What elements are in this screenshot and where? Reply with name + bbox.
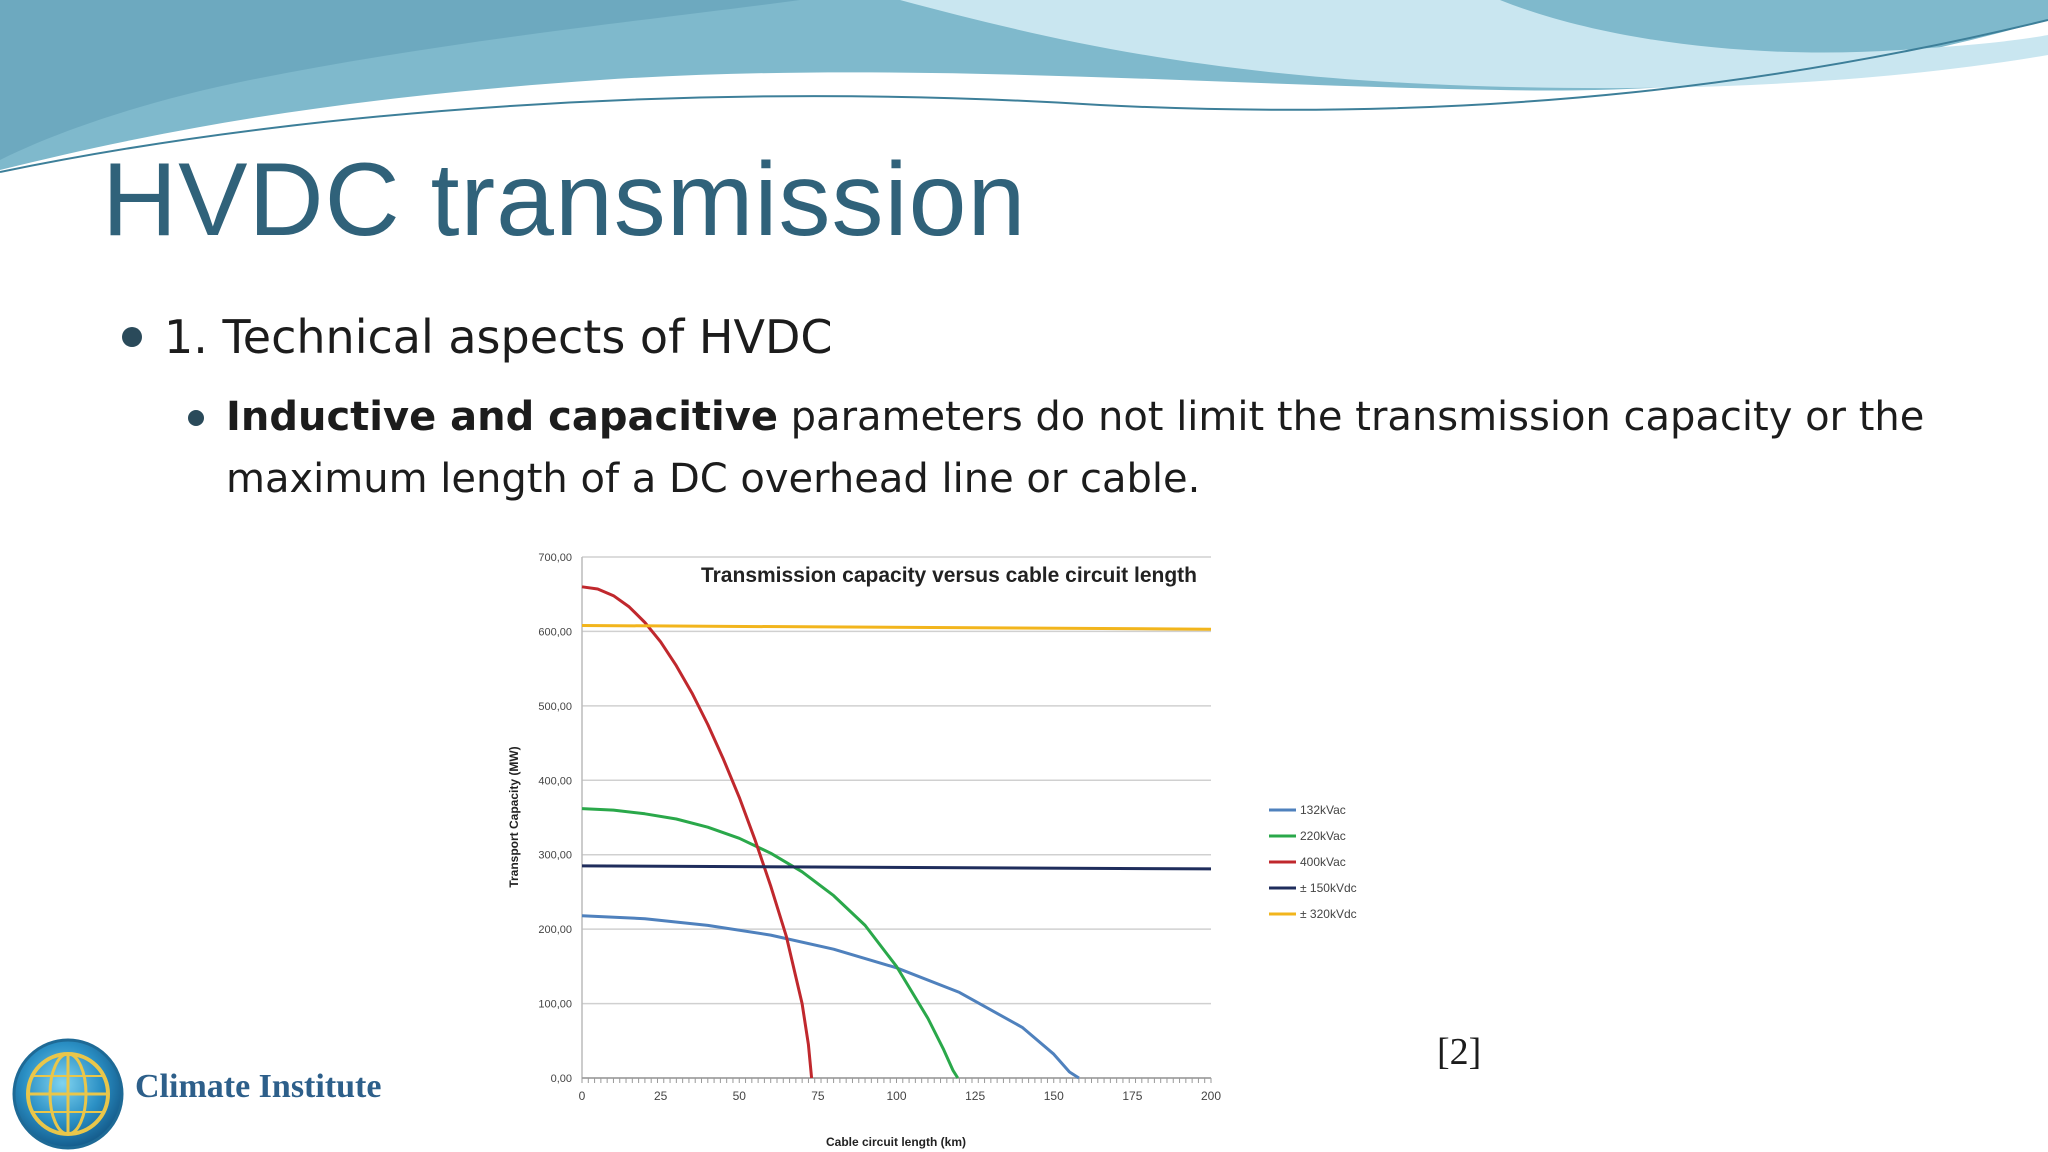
x-tick-label: 50: [733, 1089, 747, 1103]
header-wave-line: [0, 19, 2048, 173]
bullet-text: Inductive and capacitive parameters do n…: [226, 386, 1966, 510]
y-tick-label: 300,00: [538, 850, 572, 862]
citation-reference: [2]: [1437, 1031, 1482, 1073]
bullet-rest-text: parameters do not limit the transmission…: [226, 394, 1925, 502]
x-tick-label: 150: [1044, 1089, 1064, 1103]
climate-institute-logo: [12, 1038, 124, 1150]
y-tick-label: 700,00: [538, 552, 572, 564]
slide-title: HVDC transmission: [102, 142, 1027, 258]
x-tick-label: 75: [811, 1089, 825, 1103]
y-tick-label: 100,00: [538, 999, 572, 1011]
bullet-text: 1. Technical aspects of HVDC: [164, 310, 833, 364]
bullet-dot-icon: [122, 327, 142, 347]
legend-label: ± 320kVdc: [1300, 907, 1357, 921]
header-wave-decoration: [0, 0, 2048, 173]
x-tick-label: 200: [1201, 1089, 1221, 1103]
series-line: [581, 585, 814, 1079]
legend-label: ± 150kVdc: [1300, 881, 1357, 895]
legend-label: 400kVac: [1300, 855, 1346, 869]
legend-label: 220kVac: [1300, 829, 1346, 843]
header-wave-light: [0, 0, 800, 160]
y-tick-label: 0,00: [551, 1073, 572, 1085]
header-wave-highlight: [900, 0, 2048, 89]
x-tick-label: 125: [965, 1089, 985, 1103]
chart-title: Transmission capacity versus cable circu…: [701, 564, 1197, 587]
y-tick-label: 400,00: [538, 775, 572, 787]
series-line: [581, 807, 960, 1079]
capacity-chart: 0,00 100,00 200,00 300,00 400,00 500,00 600,00…: [507, 552, 1357, 1149]
y-axis-label: Transport Capacity (MW): [507, 746, 521, 887]
x-tick-label: 100: [886, 1089, 906, 1103]
x-tick-label: 0: [579, 1089, 586, 1103]
y-tick-label: 600,00: [538, 626, 572, 638]
x-tick-label: 25: [654, 1089, 668, 1103]
bullet-dot-icon: [188, 410, 204, 426]
series-line: [581, 864, 1212, 871]
y-tick-label: 200,00: [538, 924, 572, 936]
series-line: [581, 914, 1080, 1080]
logo-text: Climate Institute: [135, 1068, 382, 1105]
series-line: [581, 624, 1212, 631]
bullet-bold-text: Inductive and capacitive: [226, 394, 778, 440]
x-axis-label: Cable circuit length (km): [826, 1135, 966, 1149]
x-tick-label: 175: [1122, 1089, 1142, 1103]
y-tick-label: 500,00: [538, 701, 572, 713]
legend-label: 132kVac: [1300, 803, 1346, 817]
